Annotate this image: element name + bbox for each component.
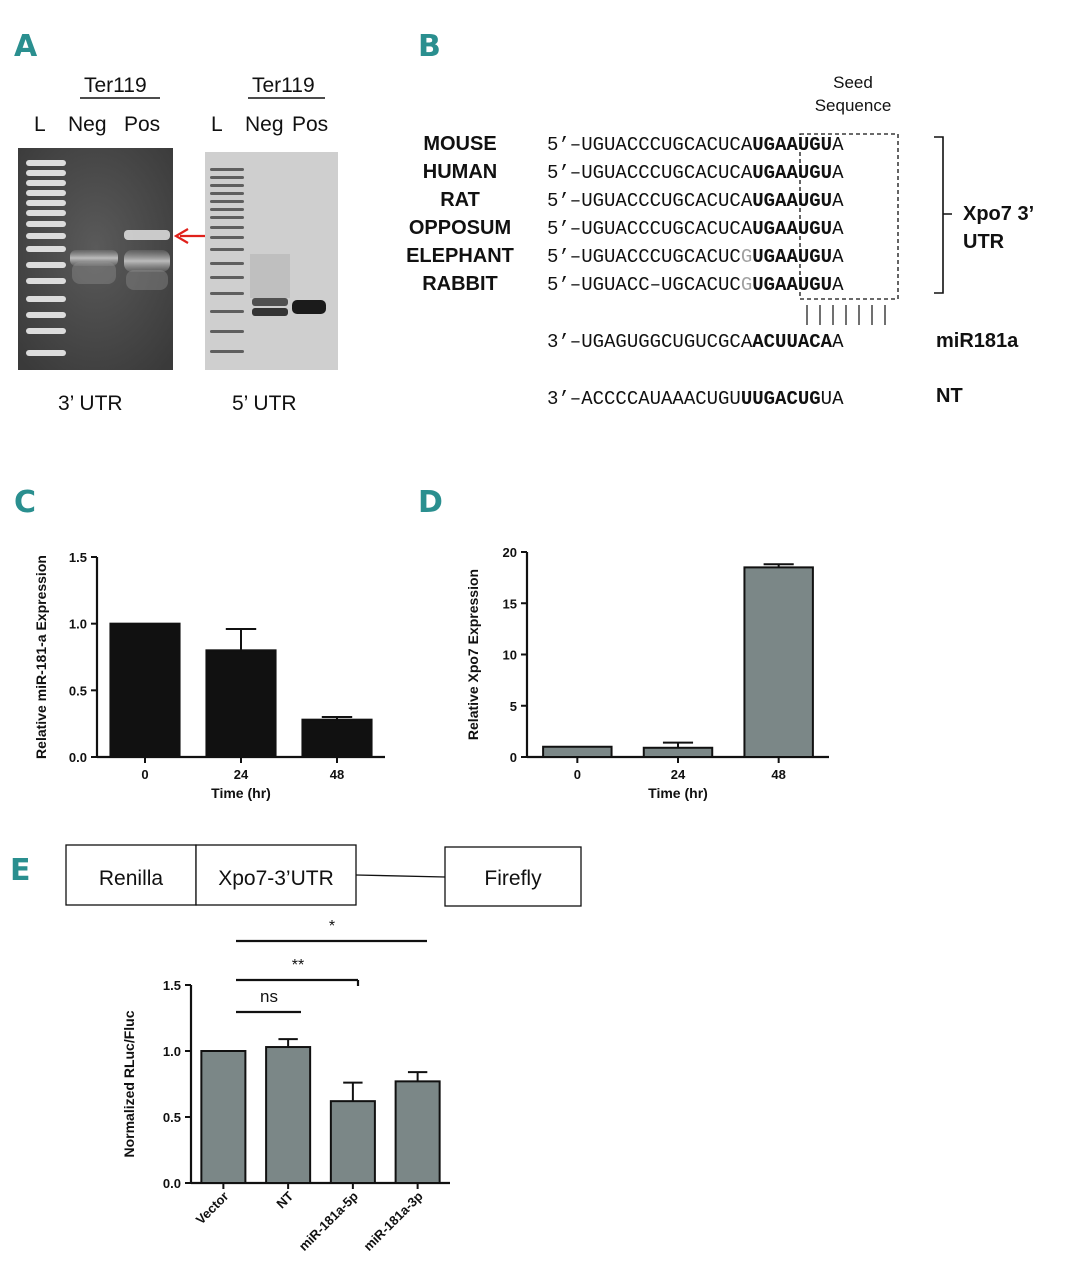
- mir181a-label: miR181a: [936, 330, 1019, 352]
- reporter-construct: Renilla Xpo7-3’UTR Firefly: [65, 844, 582, 907]
- y-axis-label: Normalized RLuc/Fluc: [121, 1010, 137, 1157]
- species-sequence: 5’–UGUACCCUGCACUCGUGAAUGUA: [547, 246, 844, 268]
- x-axis-label: Time (hr): [648, 785, 708, 801]
- x-tick-label: NT: [273, 1188, 296, 1211]
- base-pair-ticks: [806, 305, 886, 325]
- lane-label-pos-right: Pos: [292, 113, 328, 136]
- chart-d: 0 5 10 15 20 Relative Xpo7 Expression 0 24 48 Tim…: [465, 545, 829, 801]
- alignment-rows: MOUSE 5’–UGUACCCUGCACUCAUGAAUGUA HUMAN 5’–U…: [406, 133, 844, 296]
- lane-label-neg-left: Neg: [68, 113, 107, 136]
- sig-ns: ns: [260, 987, 278, 1006]
- bracket-label-line1: Xpo7 3’: [963, 203, 1034, 225]
- y-tick-label: 1.5: [69, 550, 87, 565]
- sig-double: **: [292, 957, 304, 974]
- y-tick-label: 10: [503, 648, 517, 663]
- construct-renilla: Renilla: [99, 867, 164, 890]
- construct-box-firefly: [444, 846, 582, 907]
- species-bracket: [934, 136, 952, 294]
- nt-sequence: 3’–ACCCCAUAAACUGUUUGACUGUA: [547, 388, 844, 410]
- seed-box: [799, 133, 899, 300]
- species-name: ELEPHANT: [406, 245, 514, 267]
- y-axis-label: Relative miR-181-a Expression: [33, 555, 49, 759]
- mir181a-sequence: 3’–UGAGUGGCUGUCGCAACUUACAA: [547, 331, 844, 353]
- x-tick-label: 0: [141, 767, 148, 782]
- panel-a-label: A: [14, 29, 38, 64]
- x-tick-label: Vector: [193, 1189, 232, 1228]
- y-tick-label: 0.0: [69, 750, 87, 765]
- panel-d-label: D: [418, 485, 443, 520]
- species-name: HUMAN: [423, 161, 497, 183]
- construct-box-xpo7: [195, 844, 357, 906]
- bar: [743, 566, 814, 758]
- species-name: OPPOSUM: [409, 217, 511, 239]
- nt-label: NT: [936, 385, 963, 407]
- lane-label-ladder-right: L: [211, 113, 223, 136]
- y-tick-label: 5: [510, 699, 517, 714]
- species-sequence: 5’–UGUACC–UGCACUCGUGAAUGUA: [547, 274, 844, 296]
- band-arrow: [173, 228, 205, 244]
- group-label-left: Ter119: [84, 74, 147, 97]
- y-tick-label: 1.0: [69, 617, 87, 632]
- chart-c: 0.0 0.5 1.0 1.5 Relative miR-181-a Expressio…: [33, 550, 385, 801]
- gel-image-3utr: [18, 148, 173, 370]
- bar: [542, 745, 613, 758]
- species-name: MOUSE: [423, 133, 496, 155]
- x-tick-label: miR-181a-3p: [360, 1188, 425, 1253]
- significance-annotations: * ** ns: [236, 918, 427, 1014]
- panel-b-label: B: [418, 29, 441, 64]
- bar: [642, 746, 714, 759]
- species-sequence: 5’–UGUACCCUGCACUCAUGAAUGUA: [547, 162, 844, 184]
- y-axis-label: Relative Xpo7 Expression: [465, 569, 481, 740]
- species-name: RAT: [440, 189, 480, 211]
- seed-label-line2: Sequence: [815, 96, 892, 115]
- group-label-right: Ter119: [252, 74, 315, 97]
- species-sequence: 5’–UGUACCCUGCACUCAUGAAUGUA: [547, 218, 844, 240]
- construct-xpo7-utr: Xpo7-3’UTR: [218, 867, 334, 890]
- x-tick-label: 24: [671, 767, 686, 782]
- y-tick-label: 15: [503, 596, 517, 611]
- construct-firefly: Firefly: [484, 867, 542, 890]
- y-tick-label: 0.5: [69, 683, 87, 698]
- species-name: RABBIT: [422, 273, 498, 295]
- bar: [329, 1100, 376, 1185]
- construct-box-renilla: [65, 844, 197, 906]
- bar: [265, 1046, 312, 1185]
- x-tick-label: 48: [771, 767, 785, 782]
- lane-label-neg-right: Neg: [245, 113, 284, 136]
- bar: [301, 718, 373, 759]
- species-sequence: 5’–UGUACCCUGCACUCAUGAAUGUA: [547, 134, 844, 156]
- chart-e: 0.0 0.5 1.0 1.5 Normalized RLuc/Fluc Vector NT…: [121, 978, 450, 1254]
- y-tick-label: 1.5: [163, 978, 181, 993]
- bar: [109, 622, 181, 759]
- x-axis-label: Time (hr): [211, 785, 271, 801]
- panel-e-label: E: [10, 853, 31, 888]
- sig-single: *: [329, 918, 335, 935]
- construct-link: [355, 874, 446, 878]
- seed-label-line1: Seed: [833, 73, 873, 92]
- panel-c-label: C: [14, 485, 36, 520]
- species-sequence: 5’–UGUACCCUGCACUCAUGAAUGUA: [547, 190, 844, 212]
- y-tick-label: 0: [510, 750, 517, 765]
- x-tick-label: 48: [330, 767, 344, 782]
- gel-caption-5utr: 5’ UTR: [232, 392, 297, 415]
- gel-caption-3utr: 3’ UTR: [58, 392, 123, 415]
- bracket-label-line2: UTR: [963, 231, 1005, 253]
- bar: [394, 1080, 441, 1184]
- gel-image-5utr: [205, 152, 338, 370]
- lane-label-ladder-left: L: [34, 113, 46, 136]
- y-tick-label: 0.5: [163, 1110, 181, 1125]
- x-tick-label: 0: [574, 767, 581, 782]
- y-tick-label: 20: [503, 545, 517, 560]
- lane-label-pos-left: Pos: [124, 113, 160, 136]
- bar: [200, 1050, 247, 1184]
- y-tick-label: 0.0: [163, 1176, 181, 1191]
- x-tick-label: miR-181a-5p: [296, 1188, 361, 1253]
- y-tick-label: 1.0: [163, 1044, 181, 1059]
- x-tick-label: 24: [234, 767, 249, 782]
- bar: [205, 649, 277, 758]
